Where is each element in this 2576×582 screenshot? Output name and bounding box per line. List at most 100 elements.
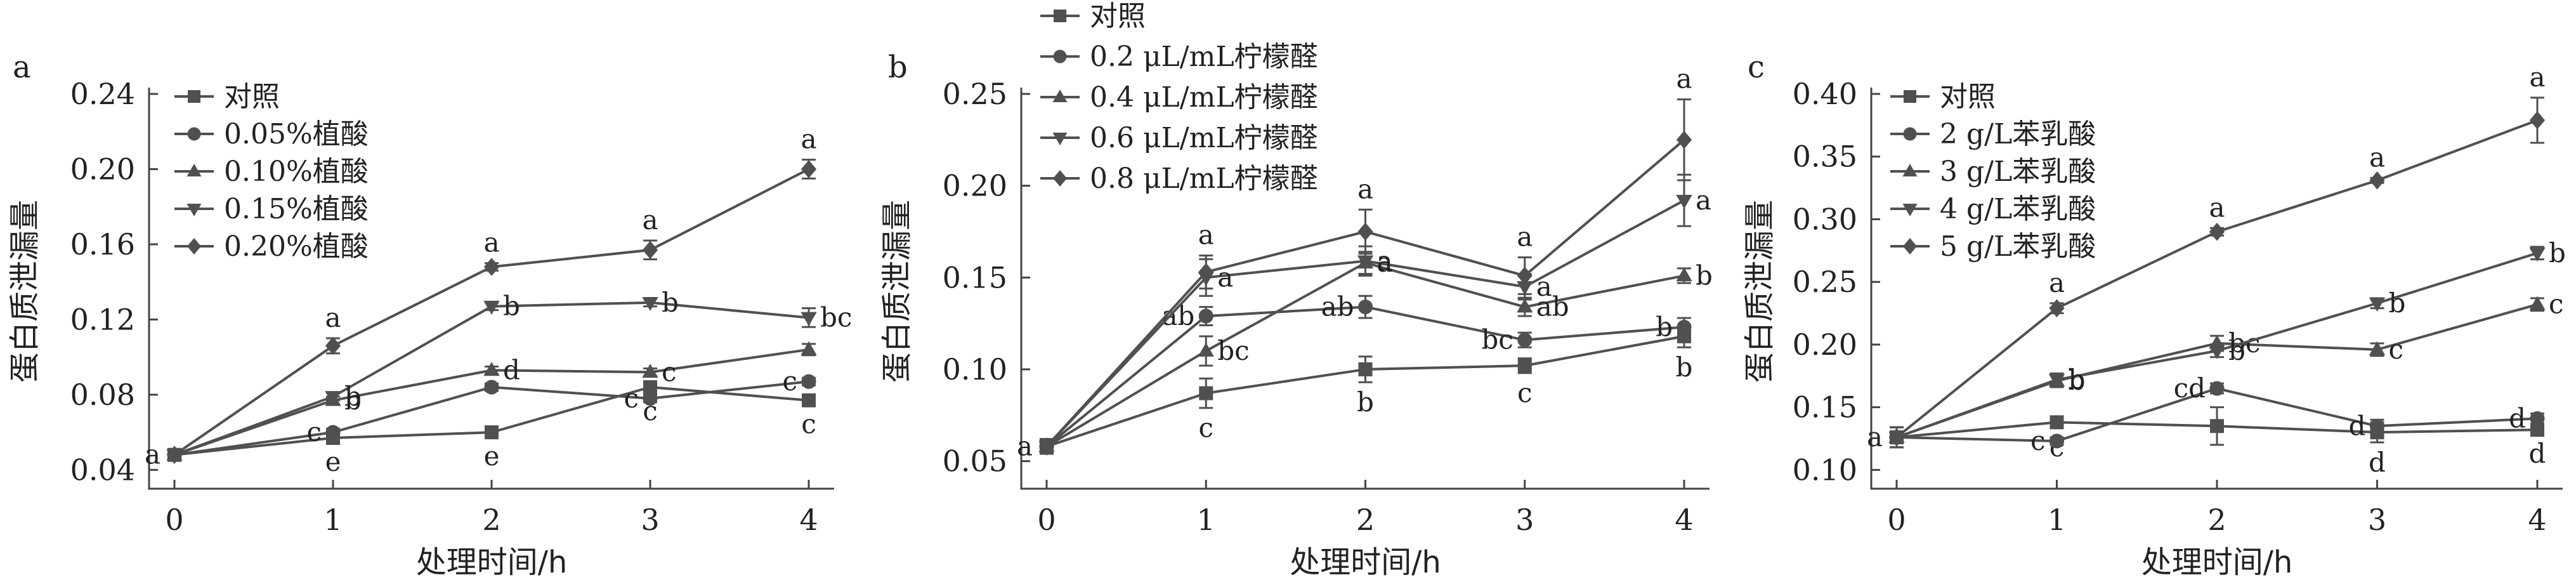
x-tick-label: 2 bbox=[482, 503, 500, 537]
y-tick-label: 0.08 bbox=[70, 378, 135, 412]
significance-label: a bbox=[2369, 142, 2385, 173]
data-point bbox=[2209, 222, 2225, 241]
significance-label: d bbox=[2509, 402, 2526, 433]
x-axis-title: 处理时间/h bbox=[1290, 545, 1441, 580]
legend-item: 5 g/L苯乳酸 bbox=[1890, 230, 2096, 263]
axes bbox=[1020, 88, 1710, 490]
significance-label: b bbox=[1357, 387, 1374, 418]
significance-label: a bbox=[1017, 430, 1033, 461]
legend-marker bbox=[1052, 89, 1068, 102]
data-point bbox=[2050, 415, 2064, 430]
legend-marker bbox=[188, 90, 200, 103]
significance-label: a bbox=[145, 439, 160, 470]
legend-item: 0.6 μL/mL柠檬醛 bbox=[1040, 122, 1318, 154]
data-point bbox=[2529, 111, 2546, 129]
data-point bbox=[1517, 359, 1532, 373]
panel-label: c bbox=[1748, 50, 1765, 85]
data-point bbox=[2369, 297, 2386, 312]
data-point bbox=[2530, 423, 2544, 437]
y-tick-label: 0.20 bbox=[1793, 327, 1857, 362]
data-point bbox=[1357, 300, 1373, 315]
data-point bbox=[2209, 345, 2225, 359]
significance-label: e bbox=[484, 440, 500, 472]
legend-item: 0.20%植酸 bbox=[174, 230, 369, 263]
legend-item: 对照 bbox=[174, 81, 280, 113]
data-point bbox=[1357, 255, 1374, 270]
data-point bbox=[1517, 267, 1533, 285]
axes bbox=[1870, 88, 2563, 490]
data-point bbox=[1676, 194, 1692, 209]
y-tick-label: 0.10 bbox=[943, 352, 1007, 387]
significance-label: b bbox=[503, 291, 520, 322]
data-point bbox=[2530, 411, 2545, 426]
data-point bbox=[2529, 247, 2546, 261]
series-5: a a a a bbox=[1888, 62, 2546, 449]
legend-marker bbox=[187, 238, 201, 255]
significance-label: d bbox=[2369, 447, 2386, 478]
legend-marker bbox=[1902, 204, 1918, 216]
legend-item: 0.4 μL/mL柠檬醛 bbox=[1040, 81, 1318, 114]
y-tick-label: 0.25 bbox=[1793, 265, 1857, 299]
significance-label: c bbox=[1517, 378, 1533, 409]
significance-label: bc bbox=[1481, 324, 1513, 355]
data-point bbox=[642, 296, 658, 311]
y-tick-label: 0.04 bbox=[70, 453, 135, 487]
legend: 对照 0.05%植酸 0.10%植酸 0.15%植酸 0.20%植酸 bbox=[174, 81, 369, 263]
y-tick-label: 0.15 bbox=[1793, 390, 1857, 425]
data-point bbox=[483, 258, 500, 276]
data-point bbox=[1517, 333, 1533, 348]
legend: 对照 2 g/L苯乳酸 3 g/L苯乳酸 4 g/L苯乳酸 5 g/L苯乳酸 bbox=[1890, 81, 2096, 263]
data-point bbox=[1517, 298, 1533, 313]
panel-b: b 0.05 0.10 0.15 0.20 0.25 0 1 2 3 4 处理时间/h 蛋白质泄漏量 a c… bbox=[879, 0, 1713, 580]
x-tick-label: 2 bbox=[1356, 503, 1375, 537]
x-tick-label: 4 bbox=[1675, 503, 1693, 537]
significance-label: a bbox=[1696, 185, 1711, 216]
series-4: b b b b bbox=[1888, 237, 2566, 449]
legend-marker bbox=[1053, 170, 1067, 187]
legend-item: 0.2 μL/mL柠檬醛 bbox=[1040, 41, 1318, 73]
legend-item: 2 g/L苯乳酸 bbox=[1890, 118, 2096, 150]
x-tick-label: 3 bbox=[1515, 503, 1534, 537]
y-tick-label: 0.16 bbox=[70, 227, 135, 261]
x-axis-title: 处理时间/h bbox=[416, 545, 568, 580]
significance-label: c bbox=[2389, 334, 2404, 365]
data-point bbox=[642, 241, 658, 260]
legend-marker bbox=[1053, 50, 1067, 63]
legend-marker bbox=[187, 127, 201, 141]
significance-label: ab bbox=[1536, 291, 1569, 322]
y-tick-label: 0.20 bbox=[943, 169, 1007, 203]
axes bbox=[148, 88, 834, 490]
x-tick-label: 4 bbox=[799, 503, 818, 537]
legend-label: 0.6 μL/mL柠檬醛 bbox=[1090, 122, 1318, 154]
data-point bbox=[2049, 433, 2065, 449]
significance-label: a bbox=[642, 204, 658, 235]
x-tick-label: 0 bbox=[1037, 503, 1056, 537]
x-tick-label: 0 bbox=[1887, 503, 1906, 537]
data-point bbox=[2529, 296, 2546, 310]
significance-label: c bbox=[2549, 289, 2564, 320]
legend-item: 对照 bbox=[1890, 81, 1996, 113]
legend-label: 对照 bbox=[1940, 81, 1996, 113]
legend-marker bbox=[1902, 164, 1918, 176]
legend-marker bbox=[1052, 133, 1068, 145]
y-tick-label: 0.15 bbox=[943, 260, 1007, 294]
data-point bbox=[801, 160, 817, 178]
data-point bbox=[2209, 381, 2225, 396]
data-point bbox=[2369, 341, 2386, 355]
data-point bbox=[2210, 419, 2224, 433]
data-point bbox=[1357, 222, 1373, 241]
significance-label: a bbox=[1676, 63, 1692, 95]
data-point bbox=[1358, 362, 1373, 376]
significance-label: a bbox=[2529, 62, 2545, 93]
legend-label: 对照 bbox=[224, 81, 280, 113]
series-3: bbc cc bbox=[1888, 289, 2564, 449]
legend-item: 0.05%植酸 bbox=[174, 118, 369, 150]
x-tick-label: 4 bbox=[2528, 503, 2546, 537]
x-tick-label: 2 bbox=[2207, 503, 2226, 537]
data-point bbox=[2049, 299, 2065, 317]
significance-label: a bbox=[483, 227, 499, 258]
y-tick-label: 0.12 bbox=[70, 302, 135, 336]
y-tick-label: 0.24 bbox=[70, 77, 135, 111]
legend-item: 0.10%植酸 bbox=[174, 155, 369, 188]
legend-label: 0.10%植酸 bbox=[224, 155, 369, 188]
